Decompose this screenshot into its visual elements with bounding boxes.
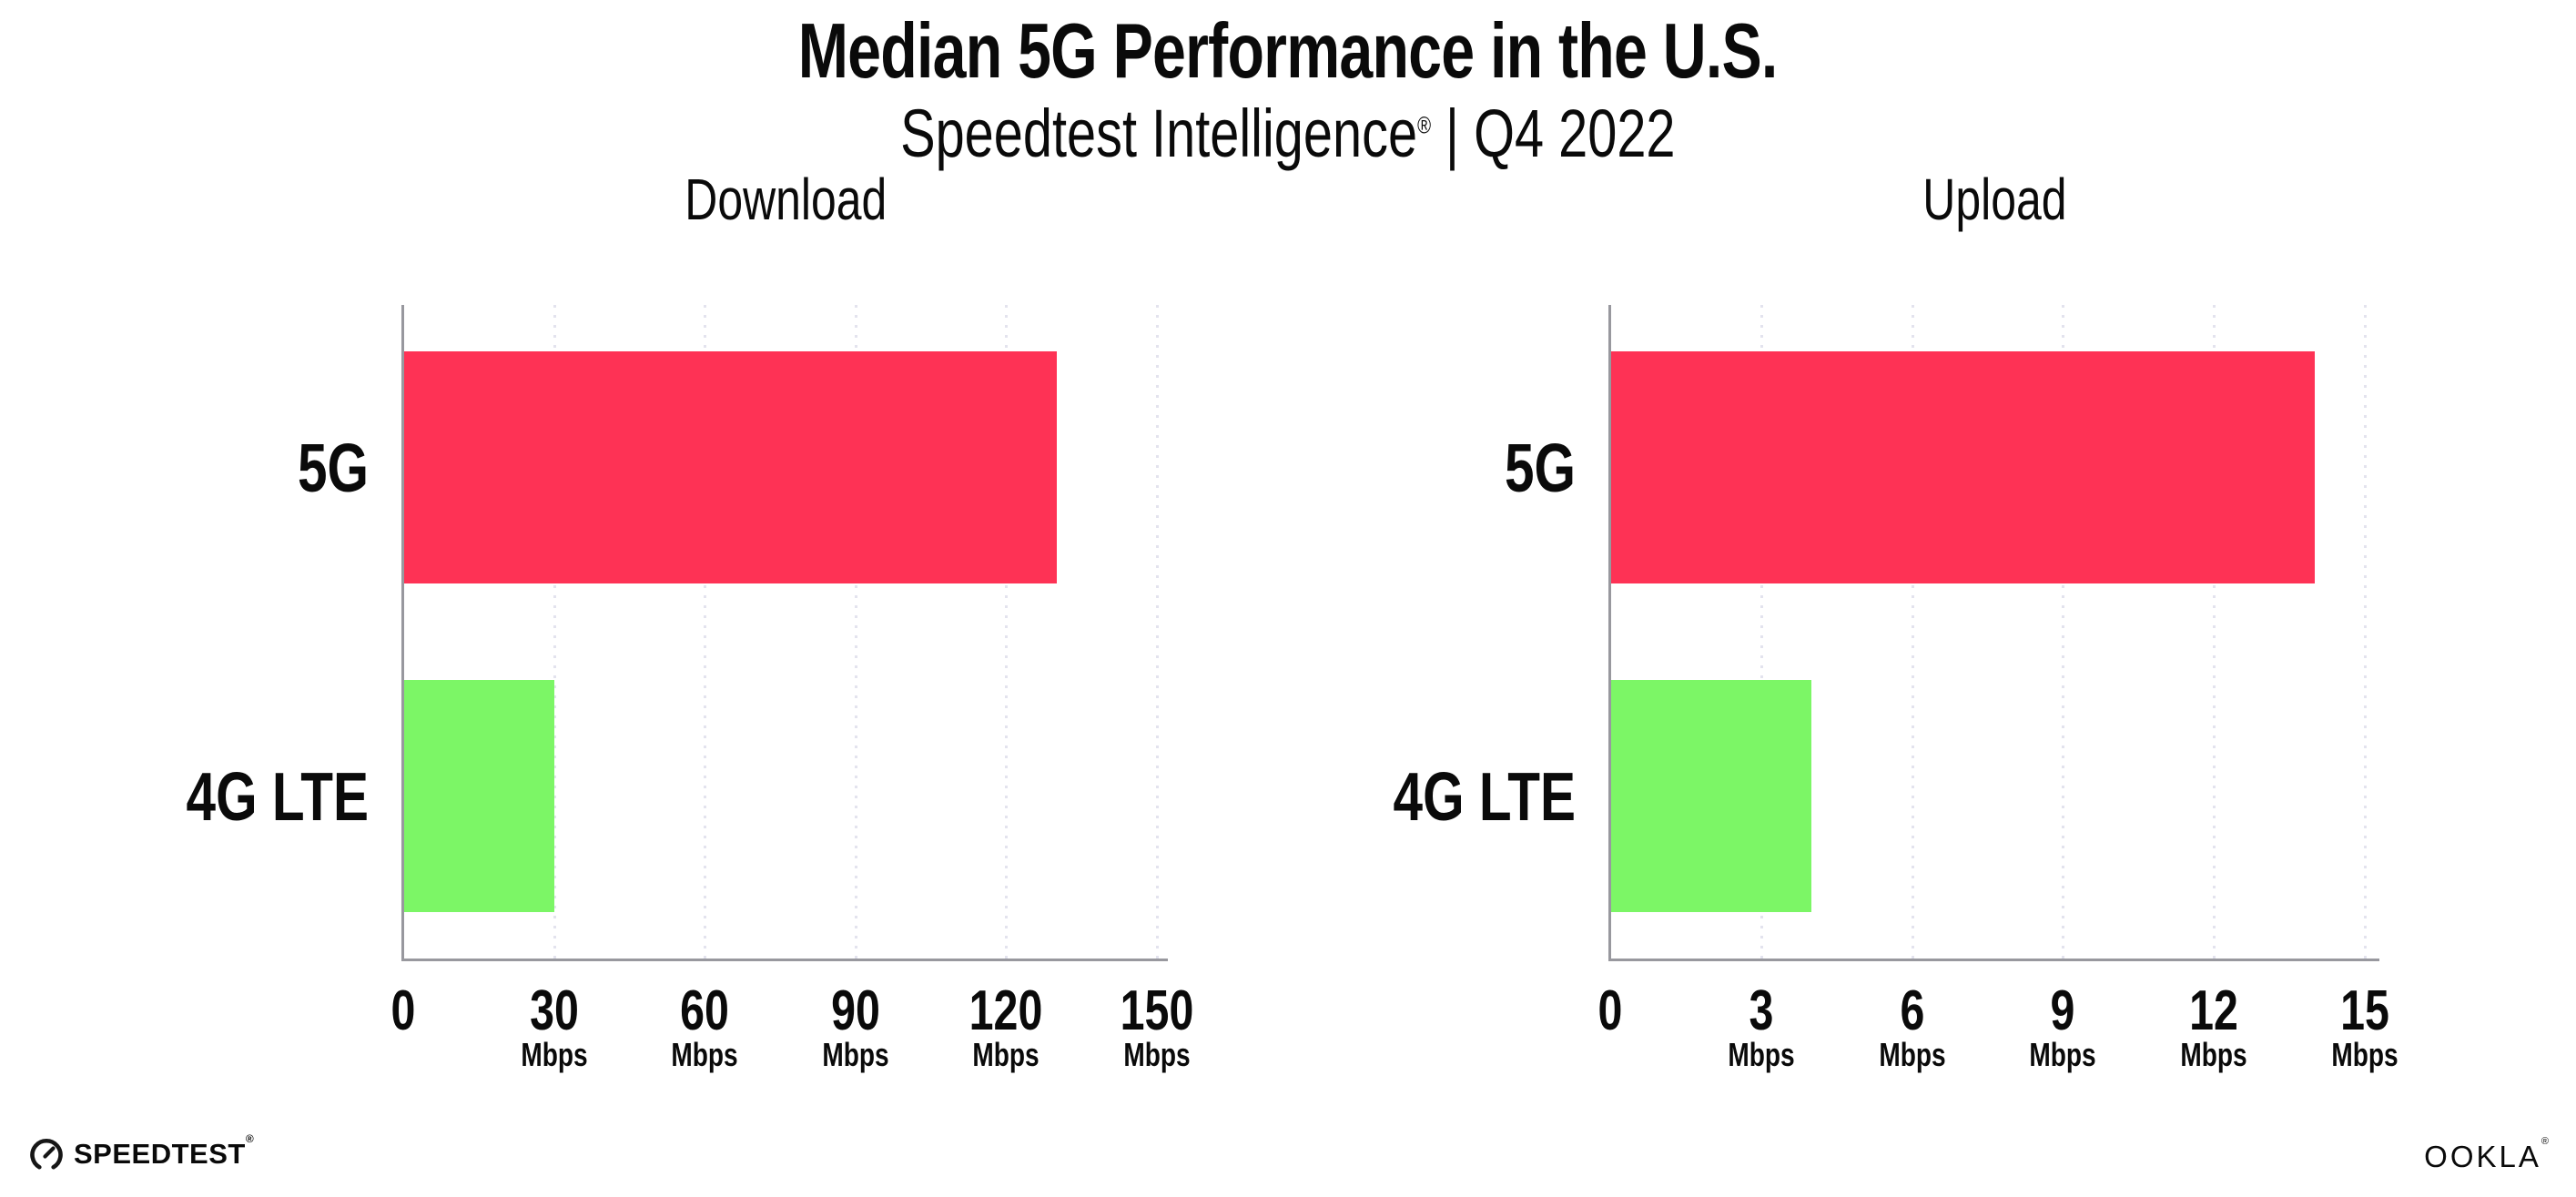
ookla-logo: OOKLA®	[2424, 1136, 2549, 1174]
ookla-wordmark: OOKLA	[2424, 1140, 2541, 1173]
category-label-5g: 5G	[0, 428, 369, 508]
x-tick-unit-text: Mbps	[1728, 1036, 1795, 1073]
gridline-9	[2062, 305, 2065, 959]
category-label-5g: 5G	[1102, 428, 1576, 508]
x-tick-unit-text: Mbps	[671, 1036, 738, 1073]
x-tick-value: 9	[2050, 979, 2075, 1042]
x-tick-value: 60	[680, 979, 730, 1042]
subtitle-brand: Speedtest Intelligence	[900, 96, 1418, 171]
speedtest-wordmark: SPEEDTEST®	[74, 1132, 255, 1170]
x-tick-value: 0	[1597, 979, 1623, 1042]
page-title-text: Median 5G Performance in the U.S.	[798, 8, 1779, 95]
x-tick-value: 90	[830, 979, 880, 1042]
y-axis-line	[401, 305, 404, 959]
subtitle-period: | Q4 2022	[1431, 96, 1676, 171]
gridline-30	[553, 305, 556, 959]
chart-title-download: Download	[403, 166, 1168, 233]
category-label-4g-lte: 4G LTE	[1102, 756, 1576, 837]
x-axis-line	[1608, 959, 2379, 961]
x-tick-value: 12	[2189, 979, 2239, 1042]
chart-title-upload: Upload	[1610, 166, 2379, 233]
x-tick-value: 120	[969, 979, 1043, 1042]
y-axis-line	[1608, 305, 1611, 959]
x-tick-unit-text: Mbps	[822, 1036, 889, 1073]
speedtest-registered-mark: ®	[245, 1132, 255, 1145]
x-tick-unit-text: Mbps	[520, 1036, 588, 1073]
x-tick-unit-text: Mbps	[2180, 1036, 2247, 1073]
chart-title-text: Download	[684, 167, 887, 232]
gridline-60	[704, 305, 707, 959]
x-axis-line	[401, 959, 1168, 961]
gridline-3	[1760, 305, 1763, 959]
bar-5g	[1610, 351, 2315, 583]
gridline-15	[2364, 305, 2367, 959]
category-label-4g-lte: 4G LTE	[0, 756, 369, 837]
registered-mark: ®	[1417, 111, 1432, 139]
x-tick-value: 0	[390, 979, 416, 1042]
speedtest-gauge-icon	[30, 1139, 63, 1170]
gridline-150	[1156, 305, 1159, 959]
chart-title-text: Upload	[1922, 167, 2067, 232]
x-tick-value: 150	[1120, 979, 1194, 1042]
x-tick-value: 15	[2340, 979, 2389, 1042]
gridline-120	[1005, 305, 1009, 959]
category-label-text: 4G LTE	[186, 757, 369, 835]
x-tick-unit-text: Mbps	[1878, 1036, 1946, 1073]
bar-4g-lte	[1610, 680, 1811, 912]
x-tick-unit-text: Mbps	[2029, 1036, 2097, 1073]
speedtest-logo: SPEEDTEST®	[30, 1132, 255, 1172]
bar-4g-lte	[403, 680, 554, 912]
gridline-12	[2213, 305, 2216, 959]
gridline-6	[1911, 305, 1914, 959]
bar-5g	[403, 351, 1057, 583]
category-label-text: 5G	[297, 429, 369, 506]
ookla-registered-mark: ®	[2541, 1136, 2549, 1147]
page-title: Median 5G Performance in the U.S.	[0, 7, 2576, 96]
category-label-text: 5G	[1504, 429, 1576, 506]
x-tick-value: 30	[529, 979, 579, 1042]
page-subtitle: Speedtest Intelligence® | Q4 2022	[0, 95, 2576, 172]
x-tick-unit-text: Mbps	[1123, 1036, 1191, 1073]
x-tick-value: 6	[1900, 979, 1925, 1042]
x-tick-unit-text: Mbps	[2331, 1036, 2399, 1073]
x-tick-unit-text: Mbps	[972, 1036, 1040, 1073]
category-label-text: 4G LTE	[1393, 757, 1576, 835]
gridline-90	[854, 305, 857, 959]
x-tick-value: 3	[1749, 979, 1774, 1042]
